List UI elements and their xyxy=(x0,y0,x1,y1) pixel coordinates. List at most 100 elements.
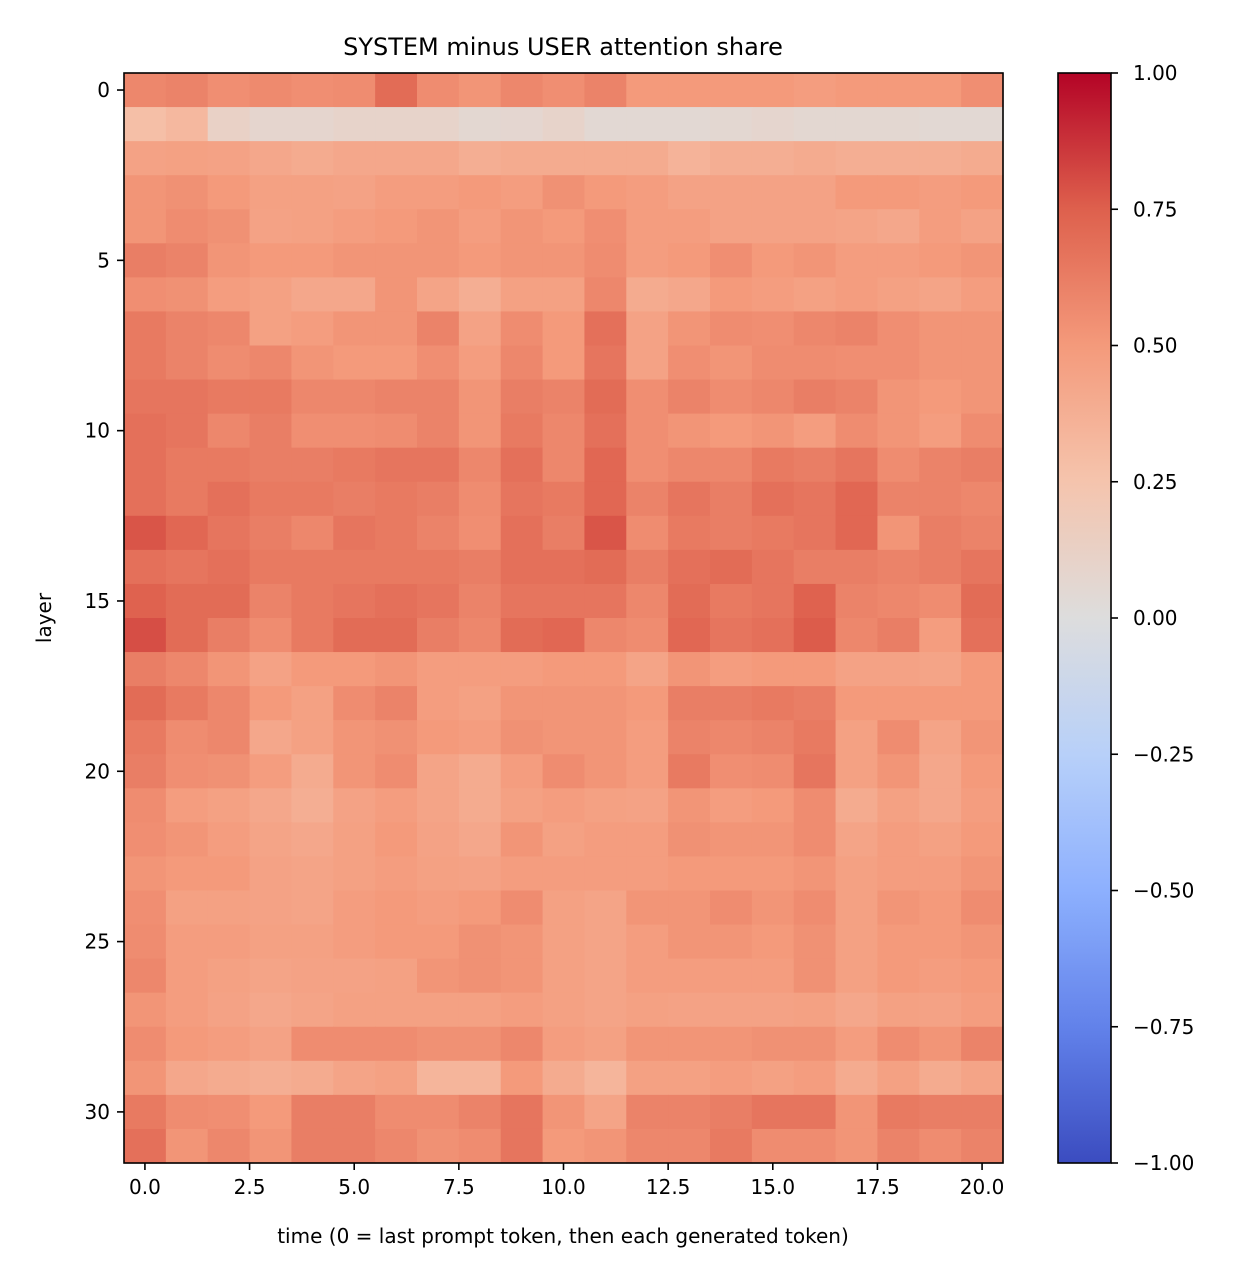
heatmap-cell xyxy=(207,1128,251,1164)
heatmap-cell xyxy=(668,924,711,960)
heatmap-cell xyxy=(919,822,962,858)
heatmap-cell xyxy=(751,686,795,721)
heatmap-cell xyxy=(919,141,962,176)
heatmap-cell xyxy=(500,958,544,994)
heatmap-cell xyxy=(668,515,711,551)
heatmap-cell xyxy=(542,686,586,721)
heatmap-cell xyxy=(291,890,334,926)
heatmap-cell xyxy=(584,379,627,415)
heatmap-cell xyxy=(877,822,920,858)
heatmap-cell xyxy=(542,107,586,142)
heatmap-cell xyxy=(542,379,586,415)
heatmap-cell xyxy=(668,754,711,789)
heatmap-cell xyxy=(207,345,251,381)
heatmap-cell xyxy=(458,618,502,653)
heatmap-cell xyxy=(542,141,586,176)
heatmap-cell xyxy=(919,652,962,687)
heatmap-cell xyxy=(375,822,418,858)
heatmap-cell xyxy=(751,1094,795,1130)
heatmap-cell xyxy=(375,1026,418,1062)
heatmap-cell xyxy=(333,379,376,415)
heatmap-cell xyxy=(710,413,753,449)
heatmap-cell xyxy=(375,924,418,960)
heatmap-cell xyxy=(751,73,795,108)
heatmap-cell xyxy=(710,1026,753,1062)
heatmap-cell xyxy=(500,686,544,721)
heatmap-cell xyxy=(584,209,627,244)
heatmap-cell xyxy=(835,107,879,142)
heatmap-cell xyxy=(710,277,753,313)
heatmap-cell xyxy=(668,1128,711,1164)
heatmap-cell xyxy=(207,243,251,278)
heatmap-cell xyxy=(291,856,334,892)
heatmap-cell xyxy=(668,583,711,619)
heatmap-cell xyxy=(751,243,795,278)
heatmap-cell xyxy=(249,345,293,381)
heatmap-cell xyxy=(584,992,627,1028)
heatmap-cell xyxy=(584,856,627,892)
heatmap-cell xyxy=(710,720,753,755)
heatmap-cell xyxy=(207,856,251,892)
heatmap-cell xyxy=(542,822,586,858)
heatmap-cell xyxy=(500,141,544,176)
colorbar-tick-label: −0.50 xyxy=(1133,879,1194,903)
heatmap-cell xyxy=(751,311,795,347)
heatmap-cell xyxy=(333,754,376,789)
heatmap-cell xyxy=(877,243,920,278)
heatmap-cell xyxy=(124,822,167,858)
heatmap-cell xyxy=(207,107,251,142)
heatmap-cell xyxy=(961,243,1004,278)
x-tick-label: 15.0 xyxy=(751,1175,796,1199)
heatmap-cell xyxy=(249,1128,293,1164)
heatmap-cell xyxy=(375,73,418,108)
heatmap-cell xyxy=(291,515,334,551)
heatmap-cell xyxy=(584,447,627,483)
heatmap-cell xyxy=(710,447,753,483)
heatmap-cell xyxy=(458,1060,502,1096)
heatmap-cell xyxy=(877,754,920,789)
heatmap-cell xyxy=(165,822,209,858)
heatmap-cell xyxy=(124,447,167,483)
heatmap-cell xyxy=(124,107,167,142)
heatmap-cell xyxy=(626,209,669,244)
heatmap-cell xyxy=(710,686,753,721)
heatmap-cell xyxy=(124,175,167,210)
heatmap-cell xyxy=(835,243,879,278)
y-tick-label: 15 xyxy=(85,589,110,613)
heatmap-cell xyxy=(542,1026,586,1062)
heatmap-cell xyxy=(124,481,167,517)
heatmap-cell xyxy=(584,1060,627,1096)
heatmap-cell xyxy=(668,209,711,244)
heatmap-cell xyxy=(710,618,753,653)
heatmap-cell xyxy=(417,175,460,210)
heatmap-cell xyxy=(375,1060,418,1096)
heatmap-cell xyxy=(124,379,167,415)
heatmap-cell xyxy=(919,720,962,755)
heatmap-cell xyxy=(626,175,669,210)
heatmap-cell xyxy=(207,1094,251,1130)
heatmap-cell xyxy=(751,924,795,960)
heatmap-cell xyxy=(458,1094,502,1130)
heatmap-cell xyxy=(417,277,460,313)
heatmap-cell xyxy=(668,822,711,858)
heatmap-cell xyxy=(626,788,669,823)
heatmap-cell xyxy=(835,958,879,994)
heatmap-cell xyxy=(124,243,167,278)
heatmap-cell xyxy=(249,992,293,1028)
heatmap-cell xyxy=(584,243,627,278)
heatmap-cell xyxy=(542,1128,586,1164)
heatmap-cell xyxy=(961,1094,1004,1130)
heatmap-cell xyxy=(835,311,879,347)
heatmap-cell xyxy=(458,856,502,892)
heatmap-cell xyxy=(626,549,669,585)
heatmap-cell xyxy=(919,1060,962,1096)
heatmap-cell xyxy=(961,652,1004,687)
heatmap-cell xyxy=(500,720,544,755)
heatmap-cell xyxy=(333,107,376,142)
heatmap-cell xyxy=(458,209,502,244)
heatmap-cell xyxy=(793,1026,837,1062)
heatmap-cell xyxy=(668,618,711,653)
heatmap-cell xyxy=(961,379,1004,415)
heatmap-cell xyxy=(793,243,837,278)
heatmap-cell xyxy=(124,515,167,551)
